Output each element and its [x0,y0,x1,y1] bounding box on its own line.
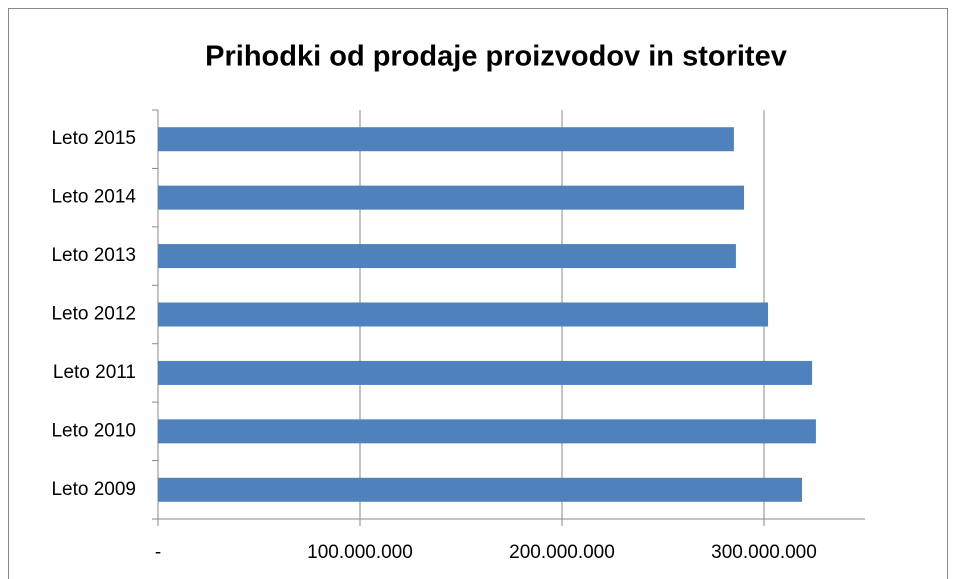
bar [158,360,813,385]
x-tick-label: 200.000.000 [509,542,615,563]
y-tick-label: Leto 2010 [51,420,136,441]
x-tick-label: - [155,542,161,563]
y-tick-label: Leto 2012 [51,304,136,325]
y-tick-label: Leto 2009 [51,479,136,500]
bar [158,185,745,210]
y-tick-label: Leto 2013 [51,245,136,266]
bar [158,244,736,269]
chart-border [8,8,948,579]
bar [158,477,802,502]
bar [158,127,734,152]
y-tick-label: Leto 2011 [53,362,136,383]
bar [158,419,816,444]
chart-title: Prihodki od prodaje proizvodov in storit… [205,41,787,73]
bar [158,302,769,327]
x-tick-label: 300.000.000 [711,542,817,563]
y-tick-label: Leto 2015 [51,128,136,149]
x-tick-label: 100.000.000 [307,542,413,563]
y-tick-label: Leto 2014 [51,187,136,208]
